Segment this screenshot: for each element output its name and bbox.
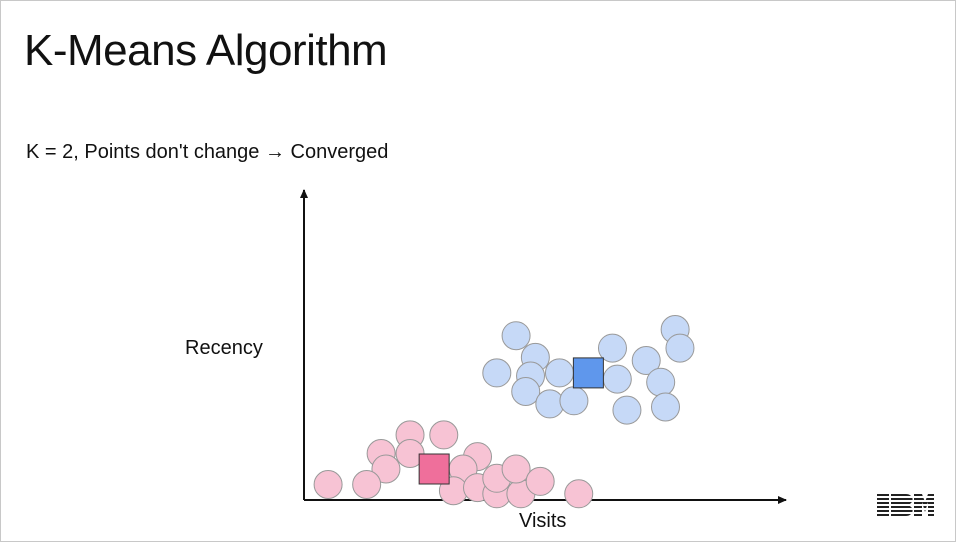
blue-point-5 xyxy=(631,346,661,375)
centroids xyxy=(418,357,604,485)
blue-point-1 xyxy=(501,321,531,351)
y-axis-label: Recency xyxy=(185,337,263,359)
pink-point-9 xyxy=(352,470,382,499)
pink-point-15 xyxy=(501,454,531,484)
blue-point-4 xyxy=(597,333,627,363)
pink-point-2 xyxy=(429,420,459,450)
blue-point-13 xyxy=(535,389,565,419)
data-points xyxy=(313,315,695,509)
x-axis-label: Visits xyxy=(519,510,567,532)
blue-point-9 xyxy=(544,358,574,388)
blue-point-11 xyxy=(646,367,676,397)
blue-point-10 xyxy=(602,364,632,394)
blue-point-15 xyxy=(612,395,642,425)
pink-point-6 xyxy=(371,454,401,484)
blue-point-7 xyxy=(482,358,512,388)
blue-point-16 xyxy=(651,392,680,422)
pink-point-17 xyxy=(564,479,594,509)
pink-point-16 xyxy=(525,466,555,496)
ibm-logo xyxy=(876,494,934,523)
pink-point-8 xyxy=(313,470,343,499)
slide-title: K-Means Algorithm xyxy=(24,26,388,75)
blue-centroid xyxy=(572,357,604,389)
blue-point-6 xyxy=(665,333,695,363)
blue-point-14 xyxy=(559,386,589,416)
blue-point-12 xyxy=(511,377,541,406)
slide-subtitle: K = 2, Points don't change → Converged xyxy=(26,141,389,163)
pink-centroid xyxy=(418,453,450,485)
